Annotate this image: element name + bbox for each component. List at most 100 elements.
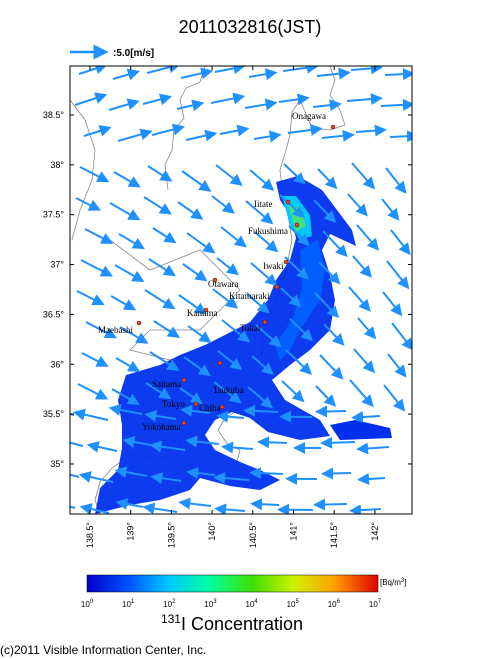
wind-arrow bbox=[115, 498, 144, 510]
lat-tick-label: 38° bbox=[50, 160, 64, 170]
wind-arrow bbox=[114, 264, 145, 282]
unit-text: [Bq/m bbox=[380, 578, 401, 587]
wind-arrow bbox=[151, 123, 185, 136]
wind-arrow bbox=[182, 263, 208, 282]
wind-arrow bbox=[281, 380, 305, 403]
wind-arrow bbox=[83, 125, 112, 137]
wind-arrow bbox=[147, 165, 173, 182]
wind-arrow bbox=[186, 467, 216, 480]
tick-base: 10 bbox=[122, 600, 131, 609]
wind-arrow bbox=[319, 354, 344, 380]
wind-arrow bbox=[351, 411, 381, 423]
colorbar-tick-label: 101 bbox=[122, 599, 135, 609]
unit-end: ] bbox=[404, 578, 406, 587]
axes: 38.5° 38° 37.5° 37° 36.5° 36° 35.5° 35° 138.5° 13… bbox=[43, 66, 412, 548]
city-label: Onagawa bbox=[292, 111, 326, 121]
tick-exp: 0 bbox=[90, 599, 94, 605]
city-label: Kitaibaraki bbox=[229, 291, 270, 301]
wind-arrow bbox=[216, 410, 245, 423]
colorbar-tick-label: 105 bbox=[287, 599, 300, 609]
wind-arrow bbox=[391, 322, 412, 351]
wind-arrow bbox=[219, 124, 250, 137]
wind-arrow bbox=[315, 385, 337, 407]
wind-arrow bbox=[254, 231, 279, 253]
tick-base: 10 bbox=[328, 600, 337, 609]
wind-arrow bbox=[350, 66, 383, 75]
wind-arrow bbox=[118, 233, 145, 250]
wind-arrow bbox=[215, 164, 243, 186]
tick-exp: 2 bbox=[172, 599, 176, 605]
wind-arrow bbox=[346, 93, 383, 106]
colorbar-tick-label: 102 bbox=[163, 599, 176, 609]
wind-arrow bbox=[285, 349, 313, 375]
lon-tick-label: 139.5° bbox=[166, 522, 176, 549]
wind-arrow bbox=[72, 408, 109, 421]
lat-tick-label: 37° bbox=[50, 260, 64, 270]
wind-arrow bbox=[77, 383, 109, 400]
wind-arrow bbox=[145, 382, 172, 400]
lon-tick-label: 141° bbox=[289, 522, 299, 541]
tick-exp: 1 bbox=[131, 599, 135, 605]
lat-tick-label: 35.5° bbox=[43, 409, 65, 419]
city-label: Tsukuba bbox=[213, 385, 243, 395]
map: Onagawa Iitate Fukushima Iwaki Otawara K… bbox=[70, 66, 412, 514]
wind-arrow bbox=[380, 98, 412, 111]
wind-arrow bbox=[213, 381, 242, 404]
wind-arrow bbox=[251, 355, 274, 376]
wind-arrow bbox=[321, 129, 355, 142]
city-label: Otawara bbox=[208, 279, 238, 289]
wind-arrow bbox=[387, 353, 407, 378]
wind-arrow bbox=[249, 467, 284, 480]
wind-arrow bbox=[320, 436, 356, 449]
wind-arrow bbox=[122, 436, 152, 448]
wind-arrow bbox=[214, 66, 246, 75]
wind-arrow bbox=[181, 170, 212, 192]
wind-arrow bbox=[112, 68, 140, 81]
wind-arrow bbox=[187, 325, 212, 343]
wind-arrow bbox=[287, 124, 323, 136]
tick-base: 10 bbox=[369, 600, 378, 609]
lat-tick-label: 37.5° bbox=[43, 210, 65, 220]
wind-arrow bbox=[390, 229, 411, 256]
wind-arrow bbox=[185, 129, 218, 142]
wind-arrow bbox=[180, 67, 214, 80]
wind-arrow bbox=[114, 466, 148, 479]
wind-arrow bbox=[383, 384, 406, 412]
wind-arrow bbox=[217, 350, 243, 371]
colorbar bbox=[86, 574, 379, 593]
wind-arrow bbox=[180, 404, 211, 417]
colorbar-tick-label: 106 bbox=[328, 599, 341, 609]
wind-arrow bbox=[108, 98, 140, 111]
wind-arrow bbox=[349, 379, 374, 408]
wind-arrow bbox=[78, 66, 108, 75]
wind-arrow bbox=[76, 290, 105, 306]
wind-arrow bbox=[249, 169, 275, 191]
wind-arrow bbox=[255, 324, 282, 348]
unit-sup: 3 bbox=[401, 578, 405, 584]
wind-arrow bbox=[356, 442, 390, 455]
wind-arrow bbox=[288, 225, 310, 247]
lon-tick-label: 138.5° bbox=[85, 522, 95, 549]
wind-arrow bbox=[284, 256, 309, 280]
wind-arrow bbox=[381, 198, 400, 221]
tick-exp: 7 bbox=[378, 599, 382, 605]
city-label: Kanuma bbox=[187, 308, 218, 318]
wind-arrow bbox=[178, 294, 207, 315]
wind-arrow bbox=[221, 441, 254, 454]
wind-arrow bbox=[253, 130, 282, 143]
tick-exp: 6 bbox=[337, 599, 341, 605]
wind-arrow bbox=[212, 288, 239, 309]
wind-arrow bbox=[322, 230, 348, 258]
lat-tick-label: 38.5° bbox=[43, 110, 65, 120]
colorbar-unit: [Bq/m3] bbox=[380, 578, 406, 587]
wind-arrow bbox=[357, 317, 377, 340]
tick-exp: 3 bbox=[213, 599, 217, 605]
wind-arrow bbox=[142, 93, 172, 106]
wind-arrow bbox=[279, 194, 305, 219]
wind-arrow bbox=[110, 295, 137, 311]
wind-arrow bbox=[211, 195, 235, 214]
city-label: Yokohama bbox=[142, 422, 181, 432]
coastline bbox=[70, 99, 96, 241]
wind-arrow bbox=[348, 286, 371, 312]
